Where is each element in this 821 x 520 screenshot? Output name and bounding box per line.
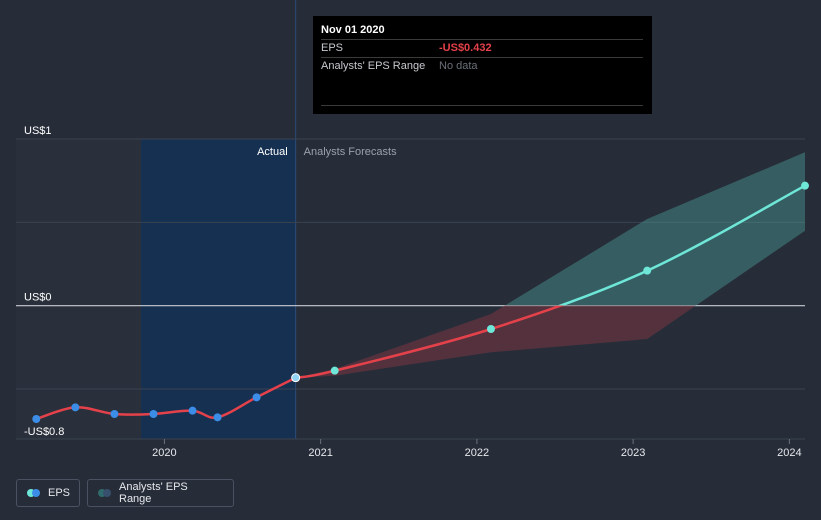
legend-eps-button[interactable]: EPS <box>16 479 80 507</box>
legend-eps-label: EPS <box>48 487 71 499</box>
axis-labels: 2020 2021 2022 2023 2024 US$1 US$0 -US$0.8 Actua… <box>24 125 802 459</box>
eps-actual-point <box>71 403 80 412</box>
y-label-top: US$1 <box>24 125 52 137</box>
eps-chart: 2020 2021 2022 2023 2024 US$1 US$0 -US$0.8 Actua… <box>16 0 809 459</box>
eps-legend-icon <box>27 489 40 497</box>
y-label-zero: US$0 <box>24 292 52 304</box>
legend-range-button[interactable]: Analysts' EPS Range <box>87 479 234 507</box>
eps-actual-point <box>252 393 261 402</box>
eps-forecast-point <box>330 366 339 375</box>
tooltip-divider <box>321 105 643 106</box>
tooltip-range-key: Analysts' EPS Range <box>321 60 426 72</box>
x-tick-label-2024: 2024 <box>777 447 801 459</box>
x-tick-label-2020: 2020 <box>152 447 176 459</box>
eps-actual-point <box>149 410 158 418</box>
tooltip-eps-value: -US$0.432 <box>439 42 492 54</box>
eps-actual-point <box>110 410 119 418</box>
eps-forecast-point <box>643 266 652 275</box>
legend-range-label: Analysts' EPS Range <box>119 481 188 505</box>
eps-actual-point <box>188 406 197 415</box>
tooltip-eps-key: EPS <box>321 42 344 54</box>
x-tick-label-2023: 2023 <box>621 447 645 459</box>
y-label-bottom: -US$0.8 <box>24 426 64 438</box>
tooltip-date: Nov 01 2020 <box>321 24 385 36</box>
actual-region <box>140 139 296 439</box>
tooltip-range-value: No data <box>439 60 478 72</box>
range-band-area <box>295 152 805 378</box>
past-shade <box>16 139 141 439</box>
eps-forecast-point <box>801 181 809 190</box>
x-tick-label-2022: 2022 <box>465 447 489 459</box>
eps-actual-point <box>213 413 222 422</box>
eps-range-band <box>295 152 805 378</box>
actual-label: Actual <box>257 146 288 158</box>
eps-points <box>32 181 809 423</box>
eps-forecast-point <box>486 325 495 333</box>
tooltip-row-eps: EPS -US$0.432 <box>321 39 643 57</box>
hover-tooltip: Nov 01 2020 EPS -US$0.432 Analysts' EPS … <box>313 16 652 114</box>
x-tick-label-2021: 2021 <box>308 447 332 459</box>
eps-actual-point <box>291 373 301 383</box>
forecast-label: Analysts Forecasts <box>304 146 397 158</box>
range-legend-icon <box>98 489 111 497</box>
tooltip-row-range: Analysts' EPS Range No data <box>321 57 643 75</box>
chart-background <box>16 0 297 439</box>
eps-actual-point <box>32 415 41 423</box>
